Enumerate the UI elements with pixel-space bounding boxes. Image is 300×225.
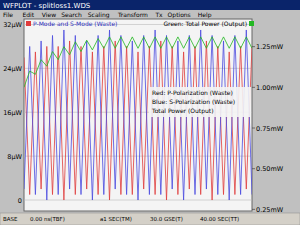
menu-item[interactable]: File [3,11,13,18]
status-bar [0,213,300,225]
status-field: 0.00 ns(TBF) [30,216,65,222]
y2-tick [252,128,255,129]
series-group [24,30,252,200]
y-tick-label: 24µW [3,65,22,73]
status-field: a1 SEC(TM) [100,216,132,222]
y2-tick [252,168,255,169]
screen: WFPLOT - splitloss1.WDSFile Edit View Searc… [0,0,300,225]
status-field: 40.00 SEC(TT) [200,216,239,222]
menu-item[interactable]: Transform [117,11,148,18]
series-line [24,30,252,200]
y2-tick-label: 1.00mW [256,84,284,92]
y2-tick-label: 0.50mW [256,165,284,173]
y2-tick [252,87,255,88]
legend-swatch [26,21,31,26]
plot-area [24,19,252,211]
series-line [24,41,252,200]
y-tick-label: 32µW [3,21,22,29]
title-bar [0,0,300,10]
legend-entry: Blue: S-Polarization (Waste) [152,98,235,105]
legend-box [149,87,251,117]
series-line [24,37,252,87]
y-axis-label: P-Mode and S-Mode (Waste) [33,20,117,27]
status-field: BASE [3,216,18,222]
y-tick-label: 16µW [3,109,22,117]
menu-item[interactable]: Options [168,11,191,19]
y-tick-label: 0 [18,197,22,205]
menu-item[interactable]: Scaling [88,11,110,19]
y2-tick-label: 0.75mW [256,125,284,133]
y2-axis-label: Green: Total Power (Output) [163,20,247,28]
legend-entry: Total Power (Output) [151,107,214,115]
grid-line [24,68,252,69]
y-tick-label: 8µW [7,153,22,161]
menu-item[interactable]: Search [61,11,82,18]
y2-tick [252,46,255,47]
y2-tick-label: 0.25mW [256,206,284,214]
menu-item[interactable]: Tx [154,11,163,18]
menu-item[interactable]: Help [198,11,212,19]
y2-swatch [249,21,254,26]
status-field: 30.0 GSE(T) [150,216,183,222]
window-title: WFPLOT - splitloss1.WDS [3,2,91,10]
menu-item[interactable]: View [42,11,56,18]
legend-entry: Red: P-Polarization (Waste) [152,89,233,96]
menu-item[interactable]: Edit [22,11,34,18]
y2-tick [252,209,255,210]
y2-tick-label: 1.25mW [256,43,284,51]
grid-line [24,156,252,157]
